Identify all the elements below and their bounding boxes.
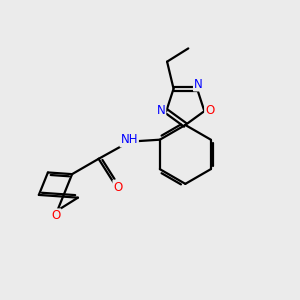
Text: N: N — [157, 104, 165, 117]
Text: N: N — [194, 77, 203, 91]
Text: O: O — [205, 104, 214, 117]
Text: NH: NH — [121, 134, 138, 146]
Text: O: O — [113, 181, 123, 194]
Text: O: O — [51, 209, 61, 222]
